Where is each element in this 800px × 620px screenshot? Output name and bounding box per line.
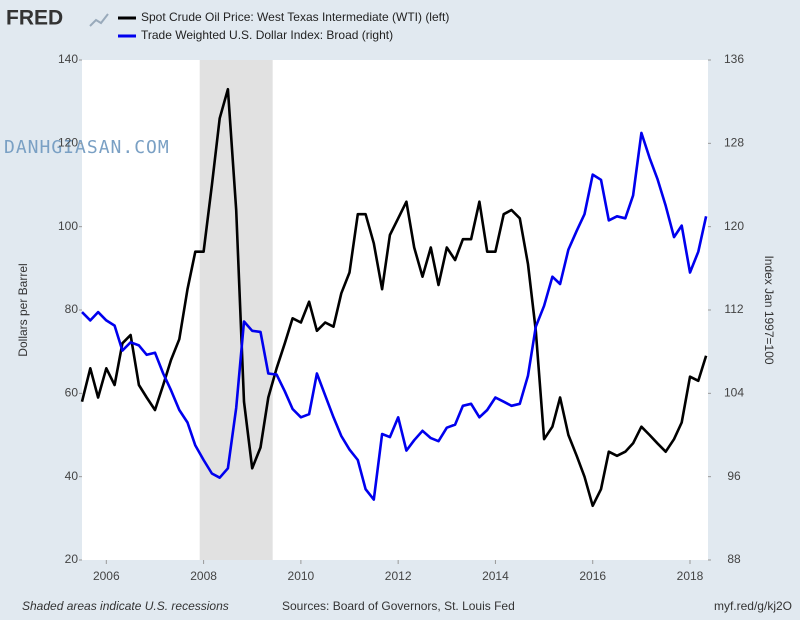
x-tick-label: 2018: [677, 569, 704, 583]
y-tick-label: 40: [65, 469, 79, 483]
watermark: DANHGIASAN.COM: [4, 137, 170, 158]
y2-tick-label: 120: [724, 219, 744, 233]
y2-tick-label: 128: [724, 136, 744, 150]
y-tick-label: 20: [65, 552, 79, 566]
x-tick-label: 2010: [288, 569, 315, 583]
x-tick-label: 2008: [190, 569, 217, 583]
x-tick-label: 2014: [482, 569, 509, 583]
legend-label: Trade Weighted U.S. Dollar Index: Broad …: [141, 28, 393, 42]
legend-label: Spot Crude Oil Price: West Texas Interme…: [141, 10, 449, 24]
x-tick-label: 2006: [93, 569, 120, 583]
logo: FRED: [6, 7, 63, 30]
source: Sources: Board of Governors, St. Louis F…: [282, 599, 515, 613]
link[interactable]: myf.red/g/kj2O: [714, 599, 792, 613]
y-tick-label: 100: [58, 219, 78, 233]
series-line: [80, 87, 708, 508]
x-tick-label: 2016: [579, 569, 606, 583]
y2-axis-label: Index Jan 1997=100: [762, 255, 776, 364]
recession-note: Shaded areas indicate U.S. recessions: [22, 599, 229, 613]
y2-tick-label: 136: [724, 52, 744, 66]
x-tick-label: 2012: [385, 569, 412, 583]
recession-band: [199, 60, 273, 560]
y2-tick-label: 104: [724, 386, 744, 400]
y-tick-label: 120: [58, 136, 78, 150]
plot-area: [82, 60, 708, 560]
y-axis-label: Dollars per Barrel: [16, 263, 30, 356]
y-tick-label: 80: [65, 302, 79, 316]
y2-tick-label: 88: [727, 552, 741, 566]
logo-icon: [89, 13, 109, 27]
y-tick-label: 60: [65, 386, 79, 400]
y2-tick-label: 112: [724, 302, 743, 316]
series-line: [81, 131, 708, 501]
y2-tick-label: 96: [727, 469, 741, 483]
y-tick-label: 140: [58, 52, 78, 66]
